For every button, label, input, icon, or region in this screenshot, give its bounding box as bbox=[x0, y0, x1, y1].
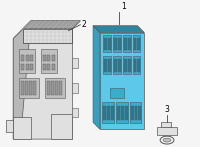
FancyBboxPatch shape bbox=[157, 127, 177, 135]
FancyBboxPatch shape bbox=[52, 55, 55, 61]
FancyBboxPatch shape bbox=[33, 81, 36, 95]
FancyBboxPatch shape bbox=[45, 78, 65, 98]
FancyBboxPatch shape bbox=[19, 78, 39, 98]
FancyBboxPatch shape bbox=[102, 102, 114, 123]
FancyBboxPatch shape bbox=[21, 55, 24, 61]
FancyBboxPatch shape bbox=[123, 35, 131, 52]
FancyBboxPatch shape bbox=[110, 88, 124, 98]
FancyBboxPatch shape bbox=[103, 35, 111, 52]
FancyBboxPatch shape bbox=[128, 38, 131, 50]
FancyBboxPatch shape bbox=[128, 59, 131, 72]
Text: 1: 1 bbox=[121, 2, 125, 11]
FancyBboxPatch shape bbox=[103, 106, 106, 120]
Polygon shape bbox=[23, 21, 80, 29]
FancyBboxPatch shape bbox=[131, 106, 134, 120]
FancyBboxPatch shape bbox=[47, 81, 50, 95]
FancyBboxPatch shape bbox=[47, 64, 50, 70]
FancyBboxPatch shape bbox=[21, 64, 24, 70]
FancyBboxPatch shape bbox=[134, 59, 136, 72]
FancyBboxPatch shape bbox=[113, 56, 121, 74]
FancyBboxPatch shape bbox=[135, 106, 137, 120]
FancyBboxPatch shape bbox=[138, 106, 141, 120]
FancyBboxPatch shape bbox=[21, 81, 24, 95]
FancyBboxPatch shape bbox=[134, 38, 136, 50]
FancyBboxPatch shape bbox=[161, 122, 171, 127]
FancyBboxPatch shape bbox=[116, 102, 128, 123]
Ellipse shape bbox=[163, 138, 171, 142]
FancyBboxPatch shape bbox=[111, 106, 114, 120]
FancyBboxPatch shape bbox=[123, 56, 131, 74]
Polygon shape bbox=[23, 21, 80, 29]
Polygon shape bbox=[93, 26, 100, 129]
FancyBboxPatch shape bbox=[43, 55, 46, 61]
FancyBboxPatch shape bbox=[59, 81, 62, 95]
FancyBboxPatch shape bbox=[107, 106, 110, 120]
FancyBboxPatch shape bbox=[103, 56, 111, 74]
FancyBboxPatch shape bbox=[104, 59, 107, 72]
Polygon shape bbox=[23, 29, 72, 44]
FancyBboxPatch shape bbox=[108, 59, 111, 72]
FancyBboxPatch shape bbox=[137, 59, 140, 72]
FancyBboxPatch shape bbox=[117, 106, 120, 120]
FancyBboxPatch shape bbox=[51, 81, 54, 95]
FancyBboxPatch shape bbox=[124, 59, 127, 72]
FancyBboxPatch shape bbox=[30, 64, 33, 70]
FancyBboxPatch shape bbox=[118, 59, 121, 72]
FancyBboxPatch shape bbox=[26, 55, 29, 61]
FancyBboxPatch shape bbox=[114, 59, 117, 72]
Text: 3: 3 bbox=[165, 105, 169, 115]
FancyBboxPatch shape bbox=[29, 81, 32, 95]
FancyBboxPatch shape bbox=[113, 35, 121, 52]
FancyBboxPatch shape bbox=[13, 117, 31, 139]
FancyBboxPatch shape bbox=[30, 55, 33, 61]
Polygon shape bbox=[93, 26, 144, 33]
FancyBboxPatch shape bbox=[124, 38, 127, 50]
FancyBboxPatch shape bbox=[51, 115, 72, 139]
FancyBboxPatch shape bbox=[52, 64, 55, 70]
FancyBboxPatch shape bbox=[104, 38, 107, 50]
FancyBboxPatch shape bbox=[133, 56, 140, 74]
FancyBboxPatch shape bbox=[72, 108, 78, 117]
FancyBboxPatch shape bbox=[121, 106, 124, 120]
FancyBboxPatch shape bbox=[41, 49, 57, 73]
Text: 2: 2 bbox=[81, 20, 86, 29]
FancyBboxPatch shape bbox=[19, 49, 35, 73]
FancyBboxPatch shape bbox=[26, 64, 29, 70]
FancyBboxPatch shape bbox=[130, 102, 141, 123]
FancyBboxPatch shape bbox=[125, 106, 128, 120]
FancyBboxPatch shape bbox=[72, 83, 78, 93]
Polygon shape bbox=[13, 29, 72, 139]
FancyBboxPatch shape bbox=[55, 81, 58, 95]
Polygon shape bbox=[13, 21, 31, 139]
FancyBboxPatch shape bbox=[133, 35, 140, 52]
FancyBboxPatch shape bbox=[6, 120, 13, 132]
FancyBboxPatch shape bbox=[47, 55, 50, 61]
FancyBboxPatch shape bbox=[118, 38, 121, 50]
FancyBboxPatch shape bbox=[72, 58, 78, 68]
FancyBboxPatch shape bbox=[137, 38, 140, 50]
FancyBboxPatch shape bbox=[43, 64, 46, 70]
FancyBboxPatch shape bbox=[25, 81, 28, 95]
FancyBboxPatch shape bbox=[100, 33, 144, 129]
FancyBboxPatch shape bbox=[108, 38, 111, 50]
FancyBboxPatch shape bbox=[114, 38, 117, 50]
